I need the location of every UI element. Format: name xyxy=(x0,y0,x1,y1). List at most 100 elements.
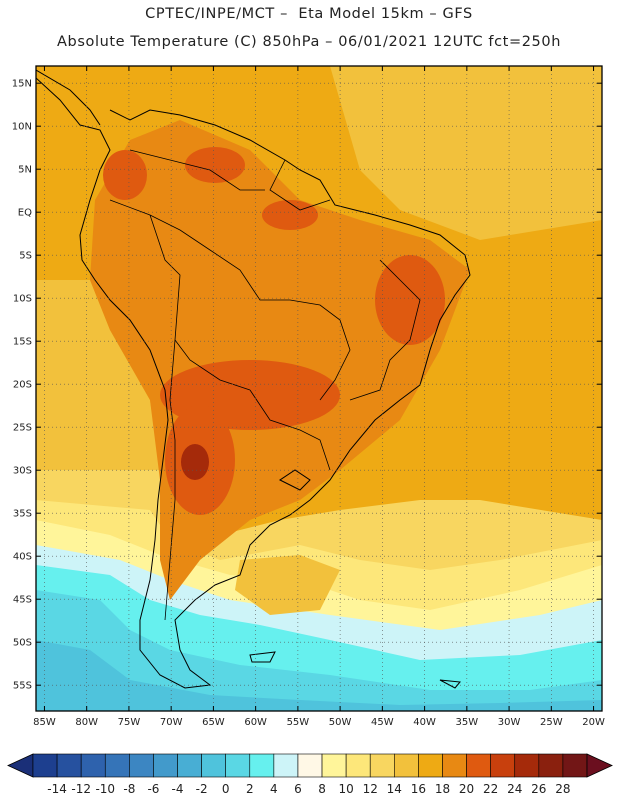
coastline-lagoa-dos-patos xyxy=(279,469,311,491)
colorbar-label: -10 xyxy=(95,782,115,796)
lat-tick-label: 5S xyxy=(19,251,32,262)
lat-tick-label: 15N xyxy=(12,79,32,90)
lat-tick-label: 40S xyxy=(13,552,32,563)
colorbar-label: 0 xyxy=(222,782,230,796)
colorbar-swatch xyxy=(249,753,275,778)
colorbar-label: 16 xyxy=(411,782,426,796)
lon-tick-label: 40W xyxy=(413,717,436,728)
colorbar-swatch xyxy=(321,753,347,778)
colorbar-label: 10 xyxy=(338,782,353,796)
lat-tick-label: 10N xyxy=(12,122,32,133)
field-hot-core-colombia xyxy=(103,150,147,200)
coastline-falklands xyxy=(249,651,276,663)
chart-title-line1: CPTEC/INPE/MCT – Eta Model 15km – GFS xyxy=(145,6,473,22)
lat-tick-label: 10S xyxy=(13,294,32,305)
coastline-central-america xyxy=(36,69,101,126)
colorbar-label: -12 xyxy=(71,782,91,796)
lon-tick-label: 65W xyxy=(202,717,225,728)
colorbar-label: -14 xyxy=(47,782,67,796)
lon-tick-label: 50W xyxy=(329,717,352,728)
colorbar-swatch xyxy=(201,753,226,778)
coastline-south-georgia xyxy=(439,679,461,689)
border-guianas xyxy=(269,159,331,211)
field-hot-core-northeast xyxy=(375,255,445,345)
coastlines xyxy=(36,69,471,689)
colorbar-swatch xyxy=(442,753,467,778)
lon-tick-label: 35W xyxy=(456,717,479,728)
lat-tick-label: 45S xyxy=(13,595,32,606)
colorbar-label: 12 xyxy=(363,782,378,796)
colorbar-label: 6 xyxy=(294,782,302,796)
colorbar: -14 -12 -10 -8 -6 -4 -2 0 2 4 6 8 10 12 14 16 18 20 22 24 26… xyxy=(7,753,613,796)
colorbar-swatch xyxy=(80,753,106,778)
colorbar-swatch xyxy=(225,753,251,778)
colorbar-label: 26 xyxy=(531,782,546,796)
lat-tick-label: 15S xyxy=(13,337,32,348)
colorbar-label: 22 xyxy=(483,782,498,796)
lon-tick-label: 30W xyxy=(498,717,521,728)
field-hot-core-max xyxy=(181,444,209,480)
lon-tick-label: 70W xyxy=(160,717,183,728)
colorbar-label: -4 xyxy=(172,782,184,796)
colorbar-swatch xyxy=(562,753,588,778)
lat-tick-label: EQ xyxy=(18,208,32,219)
colorbar-under-arrow xyxy=(7,753,34,778)
field-warm-pocket xyxy=(235,555,340,615)
chart-title-line2: Absolute Temperature (C) 850hPa – 06/01/… xyxy=(57,34,561,50)
lon-tick-label: 75W xyxy=(118,717,141,728)
lon-tick-label: 55W xyxy=(287,717,310,728)
colorbar-swatch xyxy=(538,753,564,778)
colorbar-swatch xyxy=(177,753,202,778)
temperature-field xyxy=(36,66,602,711)
field-hot-core-venezuela xyxy=(185,147,245,183)
colorbar-swatch xyxy=(104,753,130,778)
lon-tick-label: 60W xyxy=(244,717,267,728)
lat-tick-label: 55S xyxy=(13,681,32,692)
lat-tick-label: 20S xyxy=(13,380,32,391)
border-chile-argentina xyxy=(164,339,176,621)
lon-tick-label: 25W xyxy=(540,717,563,728)
colorbar-swatch xyxy=(514,753,540,778)
colorbar-swatch xyxy=(297,753,323,778)
colorbar-swatch xyxy=(273,753,299,778)
colorbar-swatch xyxy=(369,753,395,778)
field-band-0 xyxy=(36,640,602,711)
colorbar-label: 28 xyxy=(555,782,570,796)
latitude-axis: 15N 10N 5N EQ 5S 10S 15S 20S 25S 30S 35S 40S 45S 50S 5… xyxy=(12,79,602,692)
coastline-south-america xyxy=(36,77,471,689)
colorbar-label: 2 xyxy=(246,782,254,796)
lon-tick-label: 20W xyxy=(582,717,605,728)
colorbar-swatch xyxy=(153,753,178,778)
lat-tick-label: 50S xyxy=(13,638,32,649)
colorbar-swatch xyxy=(490,753,516,778)
colorbar-over-arrow xyxy=(586,753,613,778)
colorbar-label: 24 xyxy=(507,782,522,796)
longitude-axis: 85W 80W 75W 70W 65W 60W 55W 50W 45W 40W 35W 30W 25W 2… xyxy=(33,66,605,728)
colorbar-swatch xyxy=(32,753,58,778)
border-brazil-west xyxy=(109,199,351,401)
lon-tick-label: 45W xyxy=(371,717,394,728)
colorbar-label: -8 xyxy=(123,782,135,796)
lat-tick-label: 25S xyxy=(13,423,32,434)
field-band-2 xyxy=(36,590,602,711)
colorbar-swatch xyxy=(129,753,154,778)
colorbar-label: 14 xyxy=(387,782,402,796)
field-hot-core-amazon xyxy=(262,200,318,230)
lon-tick-label: 80W xyxy=(75,717,98,728)
colorbar-label: 20 xyxy=(459,782,474,796)
colorbar-label: 8 xyxy=(318,782,326,796)
borders xyxy=(109,149,421,621)
lon-tick-label: 85W xyxy=(33,717,56,728)
colorbar-swatch xyxy=(466,753,491,778)
colorbar-swatch xyxy=(56,753,82,778)
lat-tick-label: 5N xyxy=(18,165,32,176)
lat-tick-label: 35S xyxy=(13,509,32,520)
border-paraguay xyxy=(249,389,331,471)
colorbar-swatch xyxy=(345,753,371,778)
colorbar-label: -2 xyxy=(196,782,208,796)
border-brazil-states xyxy=(349,259,421,401)
colorbar-swatch xyxy=(394,753,419,778)
colorbar-label: -6 xyxy=(147,782,159,796)
field-atlantic-tropical xyxy=(330,66,602,240)
